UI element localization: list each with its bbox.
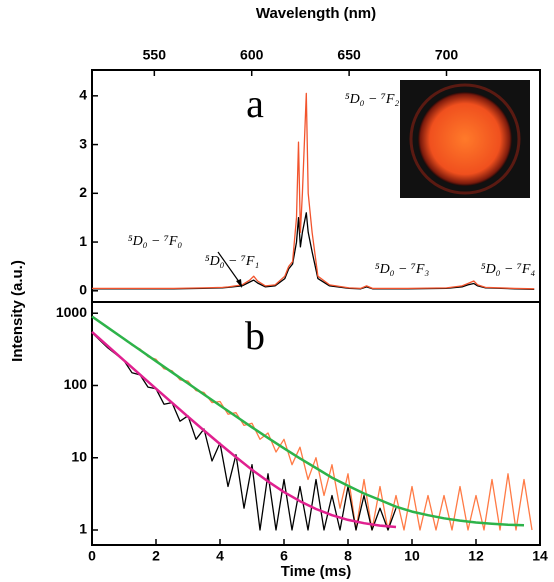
annotation: ⁵D₀ − ⁷F₁ — [205, 254, 260, 269]
y-tick-label: 10 — [71, 448, 87, 464]
annotation: ⁵D₀ − ⁷F₀ — [128, 234, 183, 249]
y-tick-label: 3 — [79, 135, 87, 151]
x-tick-label: 2 — [152, 548, 160, 564]
y-tick-label: 0 — [79, 281, 87, 297]
series-line — [92, 92, 535, 290]
y-axis-label: Intensity (a.u.) — [9, 260, 26, 362]
x-tick-label: 10 — [404, 548, 420, 564]
annotation: ⁵D₀ − ⁷F₄ — [481, 262, 536, 277]
x-tick-label: 600 — [240, 47, 264, 63]
arrow-head — [236, 279, 242, 288]
panel-label: a — [246, 81, 264, 126]
series-line — [91, 332, 397, 531]
series-line — [91, 315, 525, 527]
x-tick-label: 8 — [344, 548, 352, 564]
annotation: ⁵D₀ − ⁷F₃ — [375, 262, 430, 277]
annotation: ⁵D₀ − ⁷F₂ — [345, 92, 400, 107]
x-tick-label: 650 — [337, 47, 361, 63]
x-tick-label: 12 — [468, 548, 484, 564]
inset-photo — [400, 80, 530, 198]
x-axis-label: Wavelength (nm) — [256, 5, 376, 22]
x-tick-label: 550 — [143, 47, 167, 63]
x-tick-label: 4 — [216, 548, 224, 564]
y-tick-label: 4 — [79, 87, 87, 103]
series-line — [91, 330, 397, 529]
y-tick-label: 100 — [64, 376, 88, 392]
x-tick-label: 0 — [88, 548, 96, 564]
x-axis-label: Time (ms) — [281, 563, 352, 580]
x-tick-label: 6 — [280, 548, 288, 564]
series-line — [92, 212, 535, 290]
y-tick-label: 2 — [79, 184, 87, 200]
y-tick-label: 1 — [79, 521, 87, 537]
series-line — [91, 315, 533, 531]
x-tick-label: 14 — [532, 548, 548, 564]
x-tick-label: 700 — [435, 47, 459, 63]
plot-frame — [91, 301, 541, 546]
y-tick-label: 1000 — [56, 304, 87, 320]
y-tick-label: 1 — [79, 233, 87, 249]
panel-label: b — [245, 313, 265, 358]
